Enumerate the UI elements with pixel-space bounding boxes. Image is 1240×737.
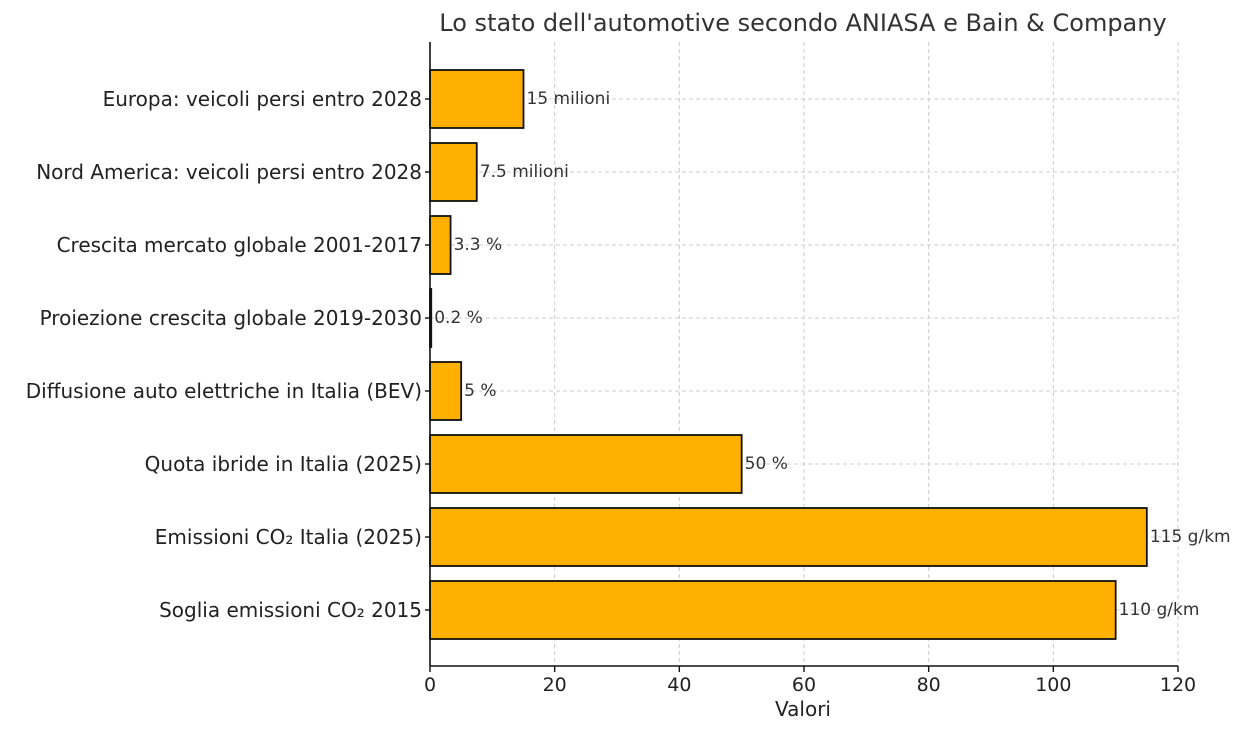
x-tick-label: 80 bbox=[917, 674, 941, 696]
x-tick-label: 20 bbox=[543, 674, 567, 696]
x-axis-label: Valori bbox=[775, 697, 831, 721]
x-tick-label: 40 bbox=[667, 674, 691, 696]
bar bbox=[429, 142, 478, 202]
x-tick-label: 120 bbox=[1160, 674, 1196, 696]
category-tick-label: Proiezione crescita globale 2019-2030 bbox=[40, 306, 422, 330]
bar bbox=[429, 69, 525, 129]
category-tick-label: Nord America: veicoli persi entro 2028 bbox=[36, 160, 422, 184]
category-tick-label: Europa: veicoli persi entro 2028 bbox=[103, 87, 422, 111]
data-label: 0.2 % bbox=[434, 308, 483, 328]
category-tick-label: Emissioni CO₂ Italia (2025) bbox=[155, 525, 422, 549]
x-tick-label: 100 bbox=[1035, 674, 1071, 696]
category-tick-label: Diffusione auto elettriche in Italia (BE… bbox=[26, 379, 422, 403]
bar bbox=[429, 580, 1117, 640]
bar bbox=[429, 215, 452, 275]
data-label: 50 % bbox=[745, 454, 788, 474]
bars bbox=[429, 69, 1148, 640]
data-label: 7.5 milioni bbox=[480, 162, 569, 182]
chart-title: Lo stato dell'automotive secondo ANIASA … bbox=[439, 9, 1166, 37]
axes bbox=[425, 42, 1179, 672]
data-label: 3.3 % bbox=[454, 235, 503, 255]
bar bbox=[429, 361, 463, 421]
category-tick-label: Quota ibride in Italia (2025) bbox=[145, 452, 422, 476]
x-tick-label: 0 bbox=[424, 674, 436, 696]
category-tick-label: Crescita mercato globale 2001-2017 bbox=[57, 233, 422, 257]
x-tick-label: 60 bbox=[792, 674, 816, 696]
bar bbox=[429, 434, 743, 494]
grid-lines bbox=[430, 42, 1179, 666]
data-label: 15 milioni bbox=[527, 89, 611, 109]
data-label: 110 g/km bbox=[1119, 600, 1200, 620]
labels: Europa: veicoli persi entro 2028 15 milio… bbox=[26, 87, 1231, 696]
data-label: 5 % bbox=[464, 381, 496, 401]
category-tick-label: Soglia emissioni CO₂ 2015 bbox=[159, 598, 422, 622]
data-label: 115 g/km bbox=[1150, 527, 1231, 547]
bar bbox=[429, 507, 1148, 567]
